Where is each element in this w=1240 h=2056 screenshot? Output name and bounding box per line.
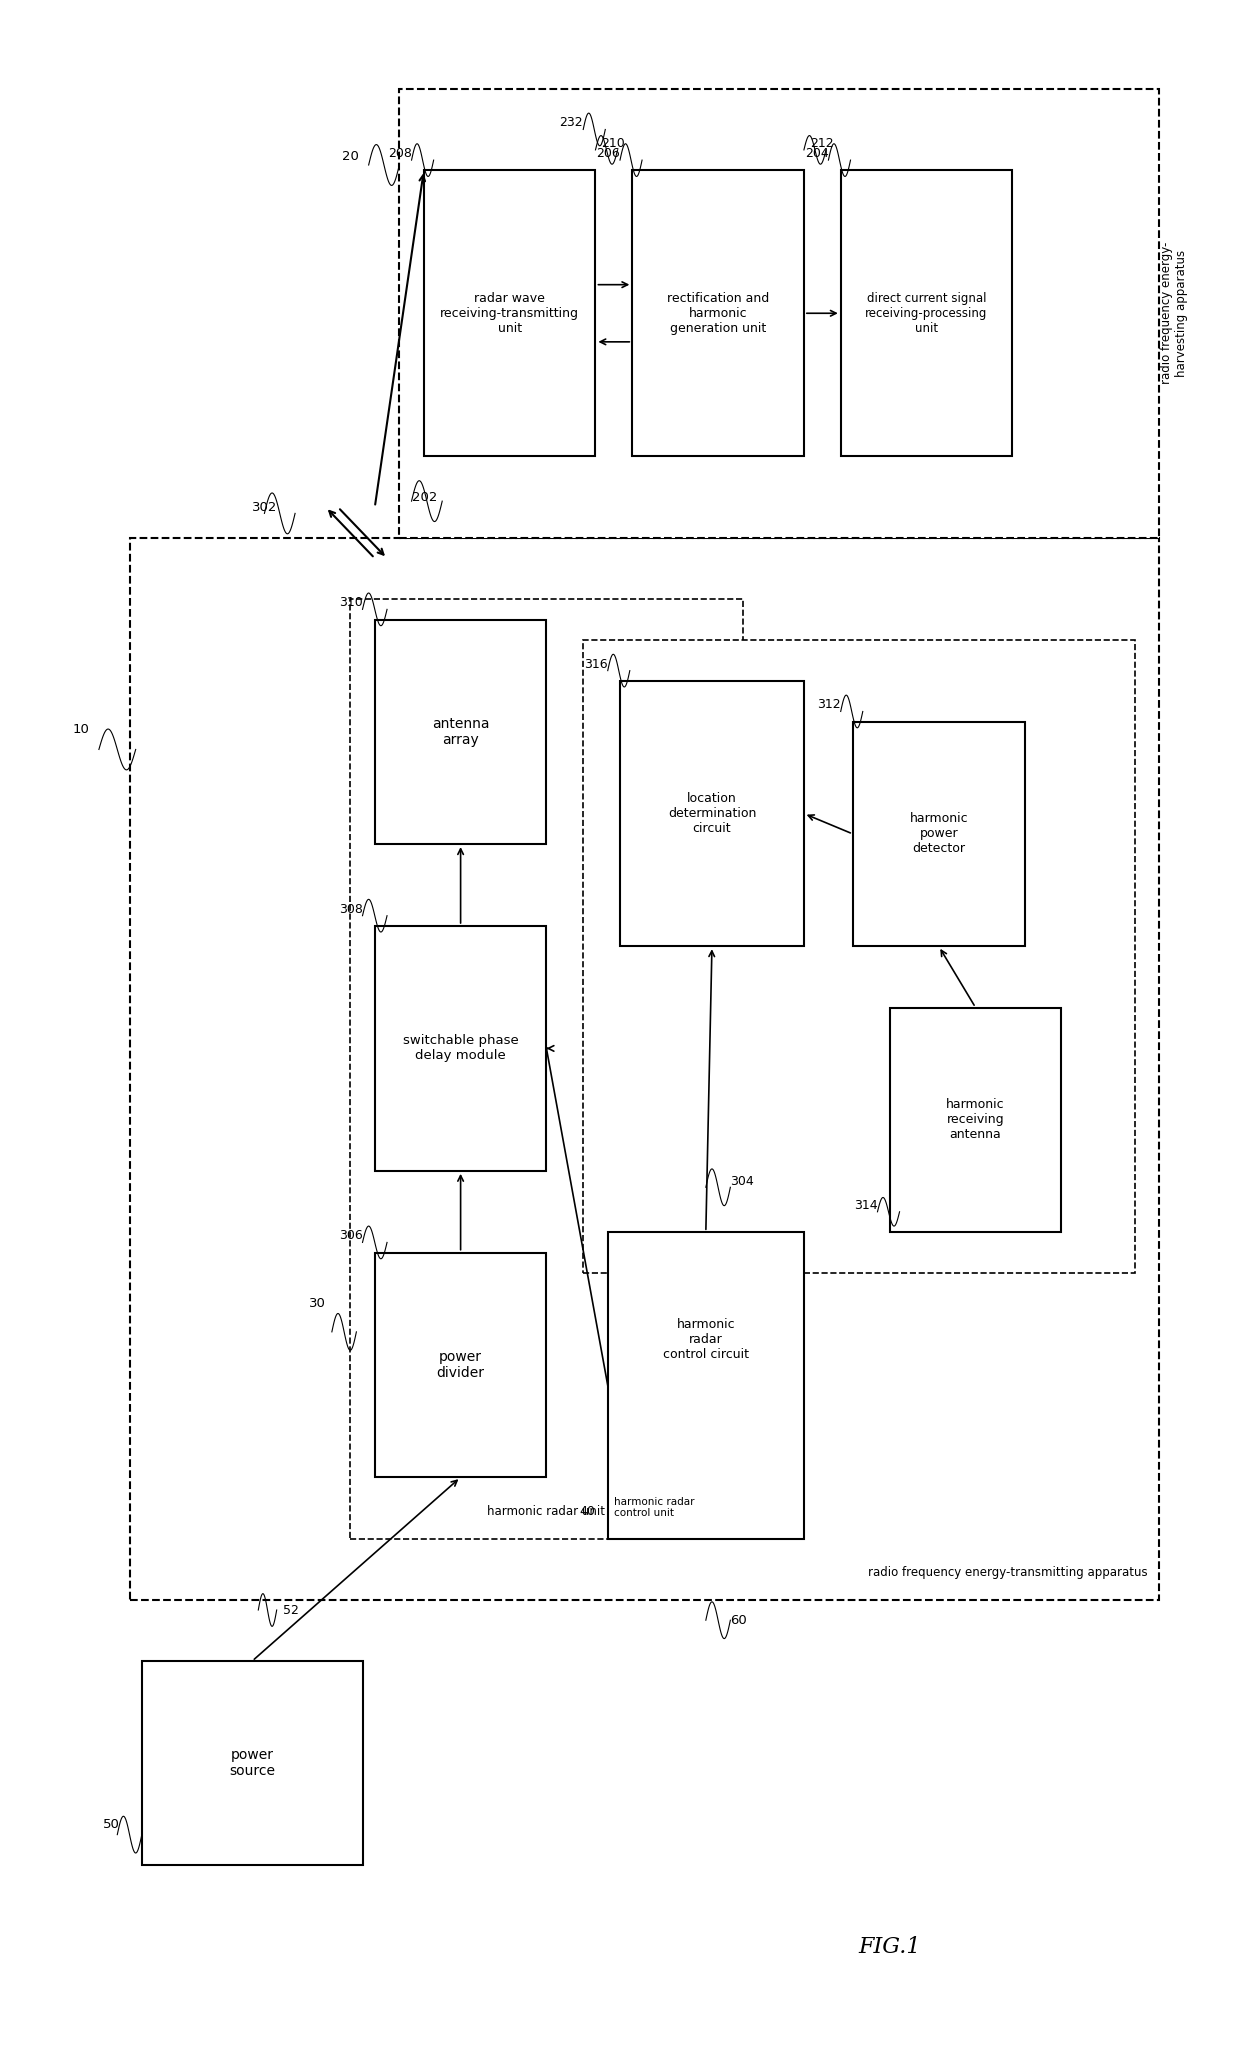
Text: 52: 52 xyxy=(283,1604,299,1616)
Bar xyxy=(374,619,547,845)
Text: 204: 204 xyxy=(805,148,828,160)
Text: 50: 50 xyxy=(103,1818,119,1832)
Bar xyxy=(583,639,1135,1273)
Text: radio frequency energy-transmitting apparatus: radio frequency energy-transmitting appa… xyxy=(868,1567,1147,1579)
Text: harmonic
power
detector: harmonic power detector xyxy=(909,812,968,855)
Text: 10: 10 xyxy=(72,722,89,736)
Bar xyxy=(374,1252,547,1478)
Text: 40: 40 xyxy=(579,1505,595,1517)
Text: 316: 316 xyxy=(584,658,608,670)
Text: 30: 30 xyxy=(309,1297,326,1310)
Text: 306: 306 xyxy=(339,1229,362,1242)
Text: 232: 232 xyxy=(559,117,583,130)
Text: 210: 210 xyxy=(601,138,625,150)
Text: harmonic
radar
control circuit: harmonic radar control circuit xyxy=(663,1318,749,1361)
Bar xyxy=(374,925,547,1172)
Text: harmonic radar
control unit: harmonic radar control unit xyxy=(614,1497,694,1517)
Bar xyxy=(890,1007,1061,1232)
Bar xyxy=(141,1661,362,1865)
Text: 312: 312 xyxy=(817,699,841,711)
Text: radio frequency energy-
harvesting apparatus: radio frequency energy- harvesting appar… xyxy=(1161,243,1188,384)
Bar xyxy=(350,598,743,1538)
Text: 304: 304 xyxy=(730,1174,754,1188)
Bar xyxy=(129,539,1159,1600)
Text: 308: 308 xyxy=(339,903,362,915)
Text: 314: 314 xyxy=(854,1199,878,1211)
Text: antenna
array: antenna array xyxy=(432,718,490,746)
Text: 310: 310 xyxy=(339,596,362,609)
Text: harmonic
receiving
antenna: harmonic receiving antenna xyxy=(946,1098,1004,1141)
Bar xyxy=(853,722,1024,946)
Text: direct current signal
receiving-processing
unit: direct current signal receiving-processi… xyxy=(866,292,988,335)
Text: 302: 302 xyxy=(252,502,278,514)
Bar xyxy=(424,171,595,456)
Text: 206: 206 xyxy=(596,148,620,160)
Bar xyxy=(608,1232,804,1538)
Bar xyxy=(399,88,1159,539)
Text: 20: 20 xyxy=(342,150,358,162)
Text: power
source: power source xyxy=(229,1748,275,1778)
Bar xyxy=(632,171,804,456)
Text: radar wave
receiving-transmitting
unit: radar wave receiving-transmitting unit xyxy=(440,292,579,335)
Text: 202: 202 xyxy=(412,491,436,504)
Text: 60: 60 xyxy=(730,1614,748,1626)
Text: switchable phase
delay module: switchable phase delay module xyxy=(403,1034,518,1063)
Text: location
determination
circuit: location determination circuit xyxy=(668,792,756,835)
Text: harmonic radar unit: harmonic radar unit xyxy=(487,1505,605,1517)
Text: FIG.1: FIG.1 xyxy=(858,1937,921,1957)
Text: 212: 212 xyxy=(810,138,833,150)
Bar xyxy=(841,171,1012,456)
Text: rectification and
harmonic
generation unit: rectification and harmonic generation un… xyxy=(667,292,769,335)
Text: power
divider: power divider xyxy=(436,1351,485,1380)
Text: 208: 208 xyxy=(388,148,412,160)
Bar xyxy=(620,681,804,946)
